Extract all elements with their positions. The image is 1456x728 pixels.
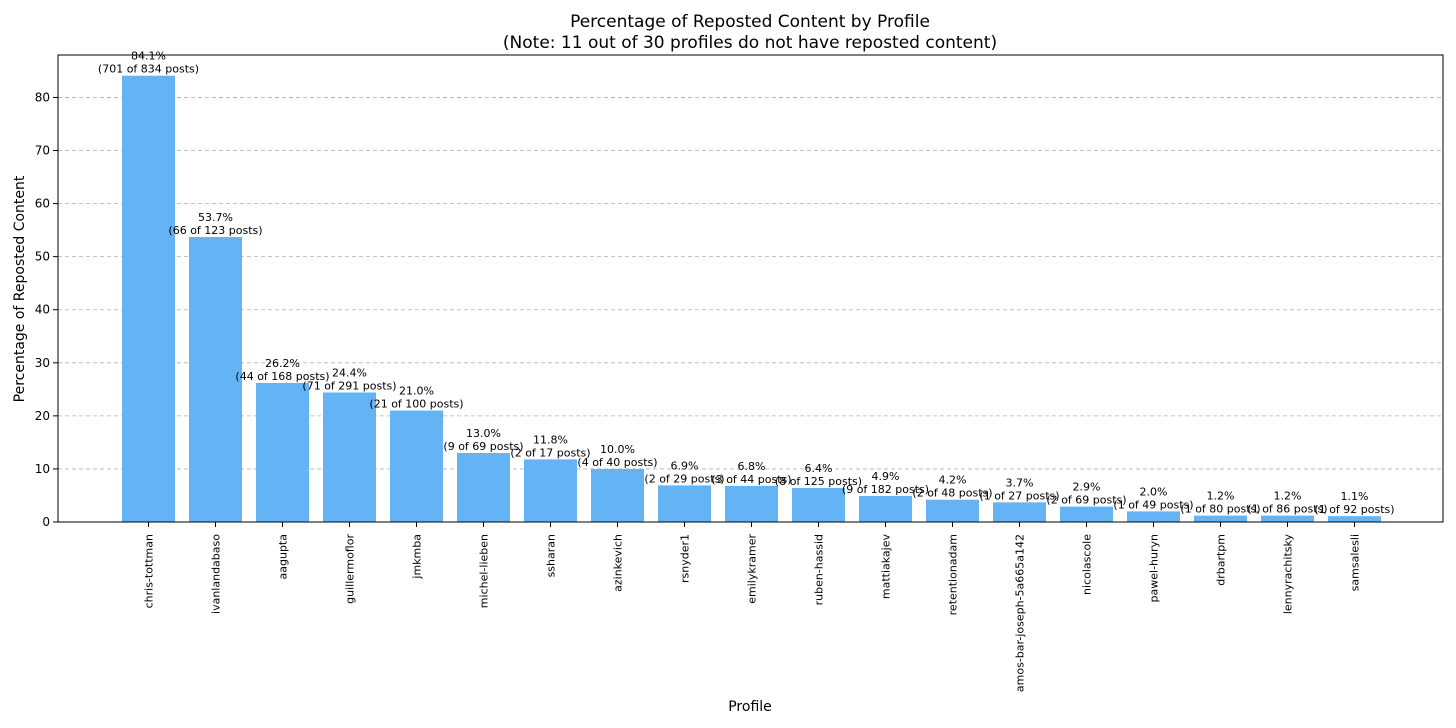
bar	[390, 410, 443, 522]
x-tick-label: ssharan	[545, 534, 558, 577]
data-label-posts: (21 of 100 posts)	[369, 398, 463, 411]
data-label-percent: 1.1%	[1341, 490, 1369, 503]
x-tick-label: lennyrachitsky	[1282, 534, 1295, 615]
bars	[122, 75, 1381, 522]
data-label-percent: 3.7%	[1006, 476, 1034, 489]
data-label-percent: 4.9%	[872, 470, 900, 483]
y-tick-label: 60	[35, 197, 50, 211]
data-label-percent: 6.9%	[671, 459, 699, 472]
x-tick-label: pawel-huryn	[1148, 534, 1161, 602]
x-tick-label: retentionadam	[947, 534, 960, 615]
x-axis-ticks: chris-tottman ivanlandabaso aagupta guiller…	[143, 522, 1362, 692]
data-label-percent: 13.0%	[466, 427, 501, 440]
data-label-posts: (2 of 29 posts)	[644, 472, 724, 485]
data-label-posts: (9 of 69 posts)	[443, 440, 523, 453]
y-axis-label: Percentage of Reposted Content	[12, 175, 28, 402]
bar	[1060, 506, 1113, 522]
y-tick-label: 40	[35, 303, 50, 317]
x-tick-label: guillermoflor	[344, 534, 357, 604]
x-tick-label: rsnyder1	[679, 534, 692, 583]
data-label-percent: 4.2%	[939, 474, 967, 487]
y-axis-ticks: 0 10 20 30 40 50 60 70 80	[35, 90, 58, 529]
bar	[256, 382, 309, 522]
data-label-posts: (4 of 40 posts)	[577, 456, 657, 469]
data-label-percent: 21.0%	[399, 385, 434, 398]
bar	[993, 502, 1046, 522]
data-label-posts: (1 of 86 posts)	[1247, 503, 1327, 516]
bar	[1127, 511, 1180, 522]
y-tick-label: 30	[35, 356, 50, 370]
x-tick-label: drbartpm	[1215, 534, 1228, 586]
chart-title: Percentage of Reposted Content by Profil…	[570, 12, 930, 32]
data-label-posts: (8 of 125 posts)	[775, 475, 862, 488]
y-tick-label: 50	[35, 250, 50, 264]
bar	[926, 499, 979, 522]
data-label-percent: 1.2%	[1207, 490, 1235, 503]
data-label-percent: 2.9%	[1073, 481, 1101, 494]
bar	[189, 237, 242, 522]
bar	[591, 468, 644, 522]
data-label-posts: (1 of 49 posts)	[1113, 498, 1193, 511]
x-axis-label: Profile	[728, 699, 772, 715]
data-label-percent: 6.4%	[805, 462, 833, 475]
chart-subtitle: (Note: 11 out of 30 profiles do not have…	[503, 33, 997, 53]
bar	[1194, 515, 1247, 522]
bar	[1328, 516, 1381, 522]
x-tick-label: nicolascole	[1081, 534, 1094, 595]
bar	[859, 495, 912, 522]
data-label-percent: 2.0%	[1140, 485, 1168, 498]
x-tick-label: azinkevich	[612, 534, 625, 592]
x-tick-label: michel-lieben	[478, 534, 491, 608]
bar	[1261, 515, 1314, 522]
bar	[457, 453, 510, 522]
bar	[524, 459, 577, 522]
x-tick-label: chris-tottman	[143, 534, 156, 608]
y-tick-label: 10	[35, 462, 50, 476]
x-tick-label: mattiakajev	[880, 534, 893, 600]
data-label-percent: 10.0%	[600, 443, 635, 456]
bar	[122, 75, 175, 522]
plot-frame	[57, 54, 1444, 523]
x-tick-label: aagupta	[277, 534, 290, 579]
data-label-posts: (3 of 44 posts)	[711, 473, 791, 486]
bar	[792, 488, 845, 522]
data-label-percent: 6.8%	[738, 460, 766, 473]
x-tick-label: amos-bar-joseph-5a665a142	[1014, 534, 1027, 692]
data-label-posts: (66 of 123 posts)	[168, 224, 262, 237]
data-label-percent: 84.1%	[131, 50, 166, 63]
x-tick-label: ruben-hassid	[813, 534, 826, 605]
x-tick-label: samsalesli	[1349, 534, 1362, 591]
data-label-percent: 53.7%	[198, 211, 233, 224]
data-label-percent: 1.2%	[1274, 490, 1302, 503]
data-label-posts: (1 of 92 posts)	[1314, 503, 1394, 516]
data-label-percent: 24.4%	[332, 367, 367, 380]
y-tick-label: 20	[35, 409, 50, 423]
bar	[658, 485, 711, 522]
y-tick-label: 0	[42, 515, 50, 529]
x-tick-label: emilykramer	[746, 534, 759, 604]
data-label-posts: (71 of 291 posts)	[302, 380, 396, 393]
data-label-posts: (701 of 834 posts)	[98, 63, 199, 76]
data-label-posts: (2 of 17 posts)	[510, 446, 590, 459]
data-label-posts: (2 of 48 posts)	[912, 487, 992, 500]
y-tick-label: 80	[35, 90, 50, 104]
x-tick-label: ivanlandabaso	[210, 534, 223, 614]
x-tick-label: jmkmba	[411, 534, 424, 580]
bar	[323, 392, 376, 522]
data-label-posts: (9 of 182 posts)	[842, 483, 929, 496]
data-label-posts: (2 of 69 posts)	[1046, 494, 1126, 507]
data-label-posts: (44 of 168 posts)	[235, 370, 329, 383]
y-tick-label: 70	[35, 144, 50, 158]
data-label-percent: 11.8%	[533, 433, 568, 446]
data-labels: 84.1%(701 of 834 posts) 53.7%(66 of 123 p…	[98, 50, 1395, 516]
bar	[725, 485, 778, 522]
data-label-posts: (1 of 27 posts)	[979, 489, 1059, 502]
data-label-posts: (1 of 80 posts)	[1180, 503, 1260, 516]
data-label-percent: 26.2%	[265, 357, 300, 370]
